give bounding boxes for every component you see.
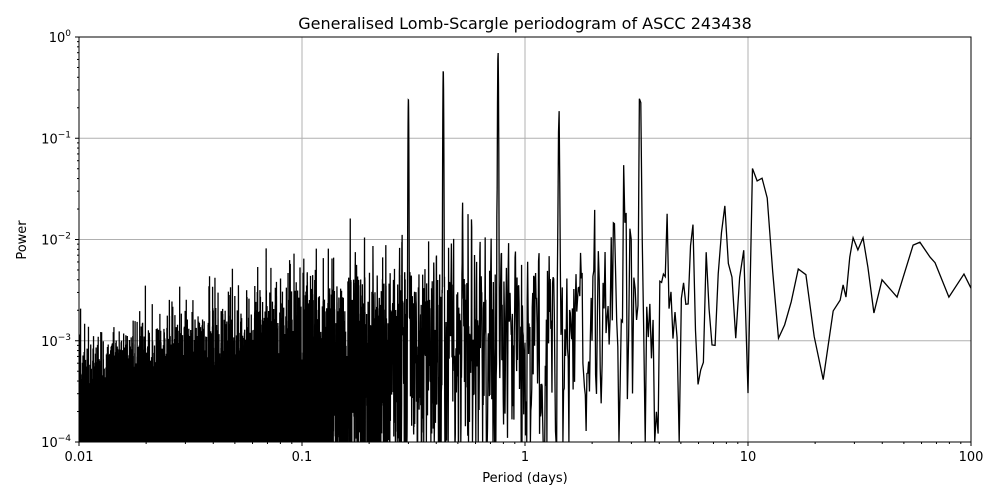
y-tick-label: 10−4 bbox=[41, 434, 71, 451]
periodogram-line bbox=[79, 52, 971, 442]
x-tick-label: 0.1 bbox=[292, 450, 313, 465]
y-axis-label: Power bbox=[15, 220, 30, 260]
y-tick-label: 10−3 bbox=[41, 333, 71, 350]
x-tick-label: 0.01 bbox=[65, 450, 94, 465]
x-tick-label: 10 bbox=[740, 450, 757, 465]
chart-title: Generalised Lomb-Scargle periodogram of … bbox=[298, 14, 752, 33]
x-axis-label: Period (days) bbox=[482, 471, 568, 486]
x-tick-label: 100 bbox=[959, 450, 984, 465]
x-tick-label: 1 bbox=[521, 450, 529, 465]
y-tick-label: 100 bbox=[49, 29, 72, 46]
y-tick-label: 10−1 bbox=[41, 130, 71, 147]
y-tick-label: 10−2 bbox=[41, 232, 71, 249]
axis-ticks: 0.01 0.1 1 10 100 10−4 10−3 10−2 10−1 100 bbox=[41, 29, 983, 465]
